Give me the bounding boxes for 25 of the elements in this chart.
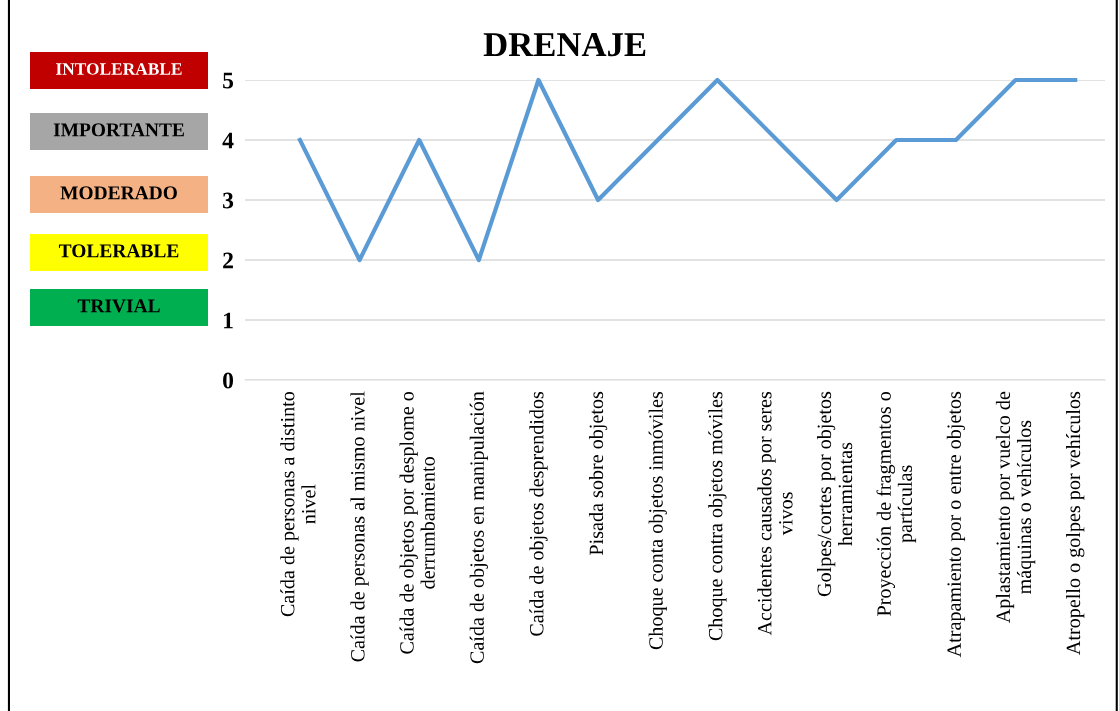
x-tick-label: Proyección de fragmentos o partículas — [876, 391, 917, 616]
y-tick-label: 3 — [223, 192, 234, 209]
x-tick-label: Caída de objetos en manipulación — [469, 391, 488, 664]
y-tick-label: 0 — [223, 372, 234, 389]
x-tick-label: Caída de personas a distinto nivel — [280, 391, 316, 617]
y-tick-label: 2 — [223, 252, 233, 269]
x-tick-label: Choque contra objetos móviles — [708, 391, 727, 641]
y-tick-label: 1 — [224, 312, 233, 329]
text: IMPORTANTE — [53, 123, 184, 137]
x-tick-label: Choque conta objetos inmóviles — [648, 391, 667, 650]
text: TOLERABLE — [58, 244, 179, 258]
x-tick-label: Pisada sobre objetos — [588, 391, 608, 556]
chart-title: DRENAJE — [483, 33, 646, 57]
x-tick-label: Atrapamiento por o entre objetos — [946, 391, 966, 658]
y-tick-label: 4 — [222, 132, 234, 149]
x-tick-label: Atropello o golpes por vehículos — [1066, 391, 1085, 655]
line-series — [297, 77, 1078, 263]
text: INTOLERABLE — [56, 63, 182, 75]
x-tick-label: Caída de personas al mismo nivel — [350, 391, 369, 662]
x-tick-label: Caída de objetos por desplome o derrumbamiento — [399, 391, 435, 654]
x-tick-label: Accidentes causados por seres vivos — [757, 391, 793, 636]
text: MODERADO — [60, 186, 177, 200]
text: TRIVIAL — [77, 299, 160, 313]
y-tick-label: 5 — [223, 72, 234, 89]
x-tick-label: Caída de objetos desprendidos — [529, 391, 548, 636]
